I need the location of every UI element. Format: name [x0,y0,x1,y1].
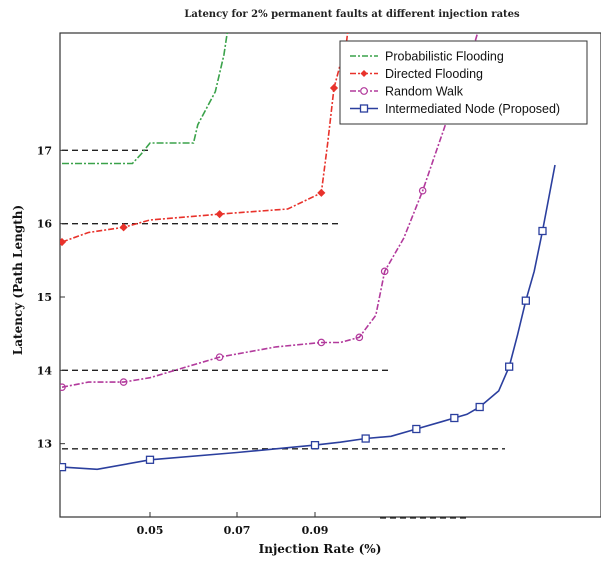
legend-marker [360,70,368,77]
x-axis-ticks: 0.050.070.094.42 [137,512,329,537]
data-point [412,424,421,434]
legend-label: Directed Flooding [385,67,483,81]
series-line [62,33,229,165]
legend-entries: Probabilistic Flooding Directed Flooding R… [350,50,560,116]
data-point [521,296,530,305]
y-tick-label: 15 [37,291,52,304]
legend-label: Random Walk [385,85,464,99]
data-point [145,455,155,464]
data-point [60,462,67,472]
x-axis-label: Injection Rate (%) [259,542,382,556]
legend-entry: Directed Flooding [350,67,483,81]
legend-entry: Intermediated Node (Proposed) [350,102,560,116]
data-point [361,434,370,443]
data-point [476,22,482,28]
reference-lines [62,149,505,519]
series-directed-flooding [60,33,349,247]
x-tick-label: 0.07 [224,524,251,537]
data-point [310,440,320,450]
legend-entry: Probabilistic Flooding [350,50,504,64]
data-point [538,226,547,236]
data-point [329,83,339,93]
y-tick-label: 14 [37,364,53,377]
series-probabilistic-flooding [62,33,229,165]
y-tick-label: 17 [37,144,52,157]
series-intermediated-node-proposed [60,164,556,472]
x-tick-label: 0.09 [302,524,329,537]
series-layer [60,22,556,472]
data-point [119,378,128,386]
legend: Probabilistic Flooding Directed Flooding R… [339,40,588,125]
data-point [215,353,224,361]
data-point [317,338,326,347]
y-tick-label: 13 [37,438,52,451]
data-point [215,210,224,219]
legend-entry: Random Walk [350,85,464,99]
series-line [61,33,349,243]
chart-title: Latency for 2% permanent faults at diffe… [184,9,520,20]
series-line [61,33,479,388]
legend-label: Intermediated Node (Proposed) [385,102,560,116]
data-point [418,186,427,195]
data-point [60,237,67,247]
legend-label: Probabilistic Flooding [385,50,504,64]
series-line [61,164,556,471]
data-point [60,383,66,391]
x-tick-label: 0.05 [137,524,164,537]
legend-box [339,40,588,125]
y-axis-label: Latency (Path Length) [11,205,25,355]
y-tick-label: 16 [37,218,53,231]
plot-frame [59,32,601,518]
legend-marker [359,104,369,113]
data-point [355,333,364,342]
y-axis-ticks: 13 14 15 16 17 [37,144,65,451]
data-point [119,223,128,232]
data-point [317,188,326,197]
data-point [380,267,389,276]
legend-marker [360,87,368,95]
data-point [475,402,484,412]
data-point [505,362,514,371]
data-point [450,413,459,423]
